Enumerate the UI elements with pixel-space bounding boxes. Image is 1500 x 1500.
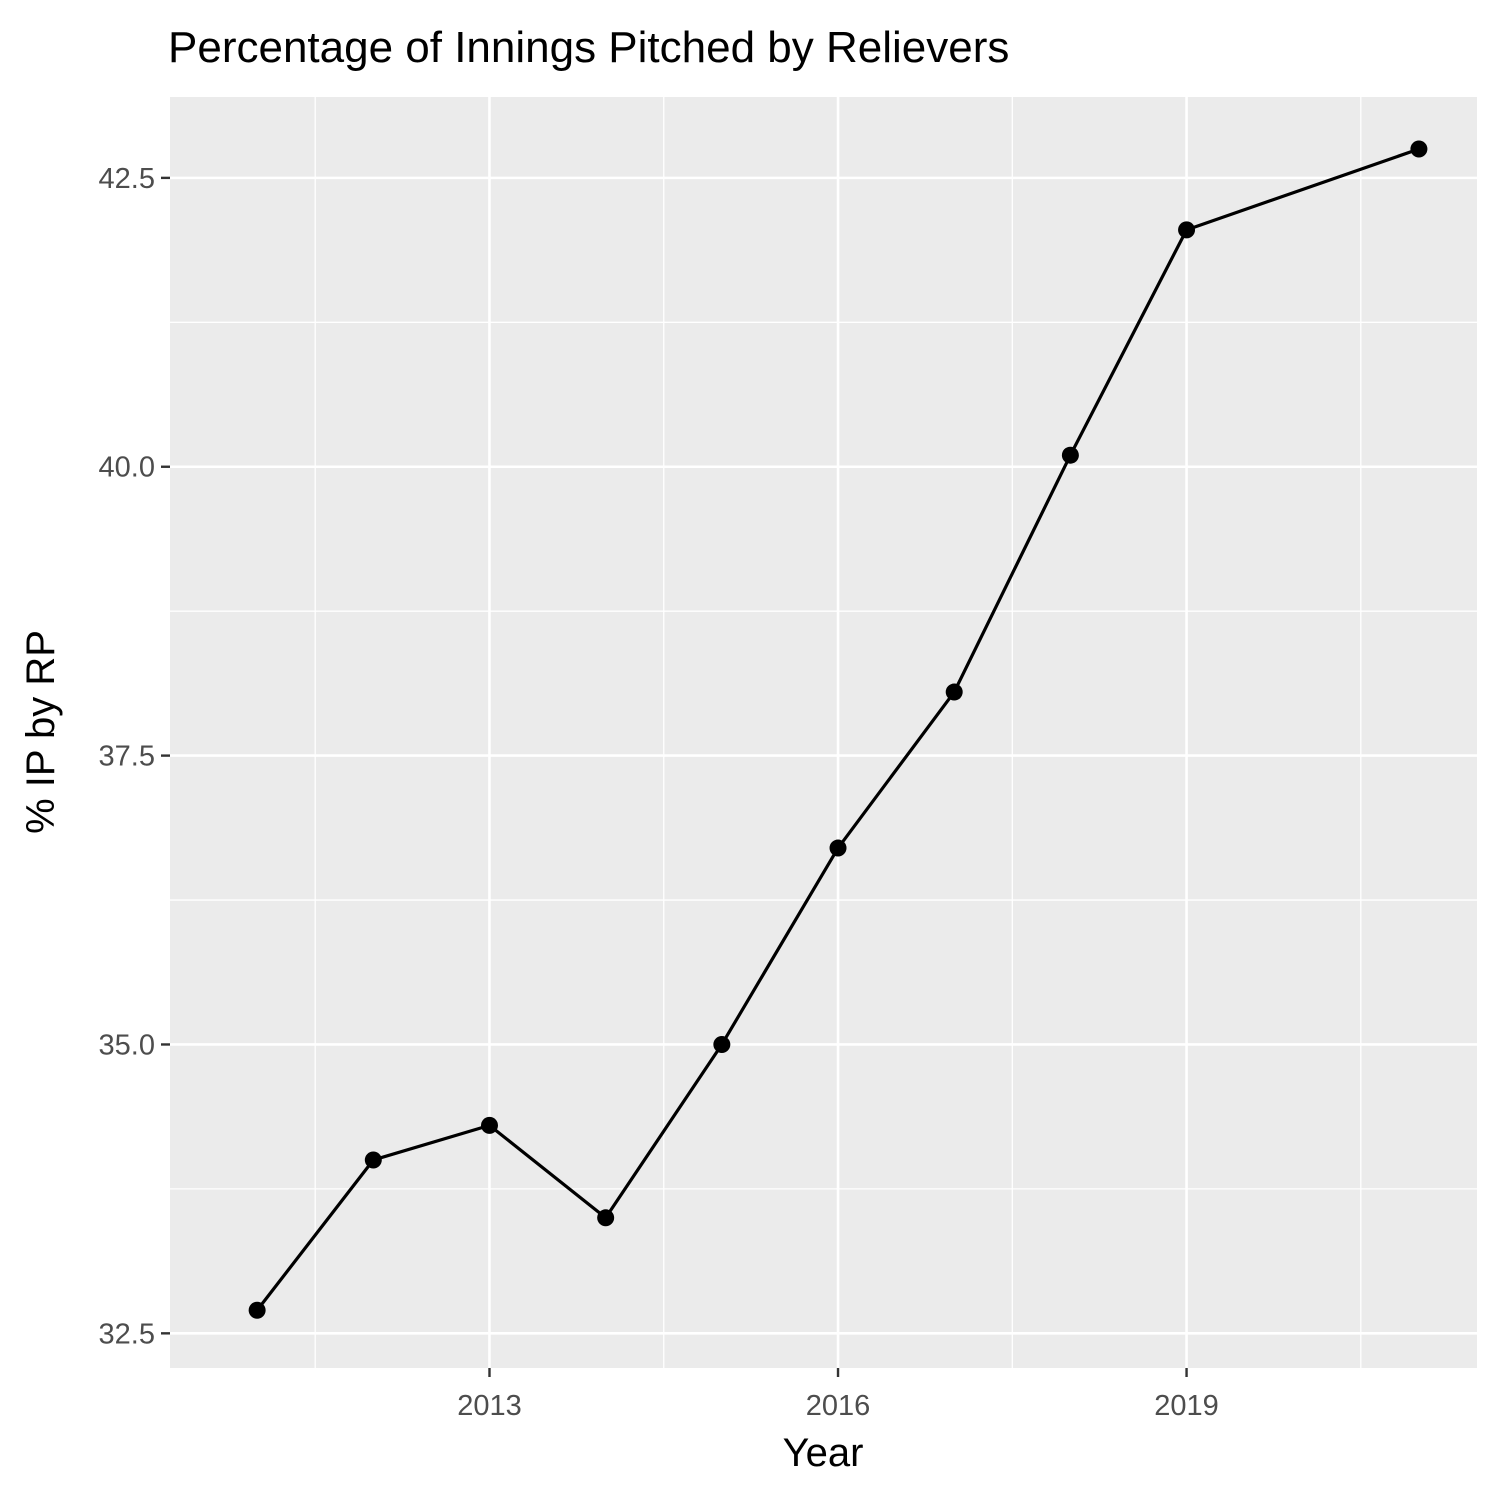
chart-title: Percentage of Innings Pitched by Relieve… [168, 23, 1009, 72]
data-point [713, 1035, 731, 1053]
x-axis: 2013 2016 2019 [457, 1368, 1219, 1422]
plot-panel [170, 97, 1477, 1368]
data-point [364, 1151, 382, 1169]
x-axis-title: Year [783, 1431, 864, 1475]
minor-gridlines [170, 97, 1477, 1368]
data-point [248, 1301, 266, 1319]
y-tick-label: 42.5 [99, 163, 155, 195]
y-axis: 32.5 35.0 37.5 40.0 42.5 [99, 163, 170, 1350]
x-tick-label: 2016 [806, 1390, 871, 1422]
major-gridlines [170, 97, 1477, 1368]
data-point [597, 1209, 615, 1227]
y-tick-label: 35.0 [99, 1029, 155, 1061]
data-point [1061, 446, 1079, 464]
series-line [255, 147, 1420, 1312]
data-point [945, 683, 963, 701]
y-axis-title: % IP by RP [19, 630, 63, 834]
x-tick-label: 2013 [457, 1390, 522, 1422]
y-tick-label: 37.5 [99, 741, 155, 773]
series-line-layer [255, 147, 1420, 1312]
y-tick-label: 32.5 [99, 1318, 155, 1350]
data-point [480, 1116, 498, 1134]
x-tick-label: 2019 [1154, 1390, 1219, 1422]
data-point [1178, 221, 1196, 239]
data-point [1410, 140, 1428, 158]
y-tick-label: 40.0 [99, 452, 155, 484]
data-point [829, 839, 847, 857]
data-points [248, 140, 1428, 1319]
